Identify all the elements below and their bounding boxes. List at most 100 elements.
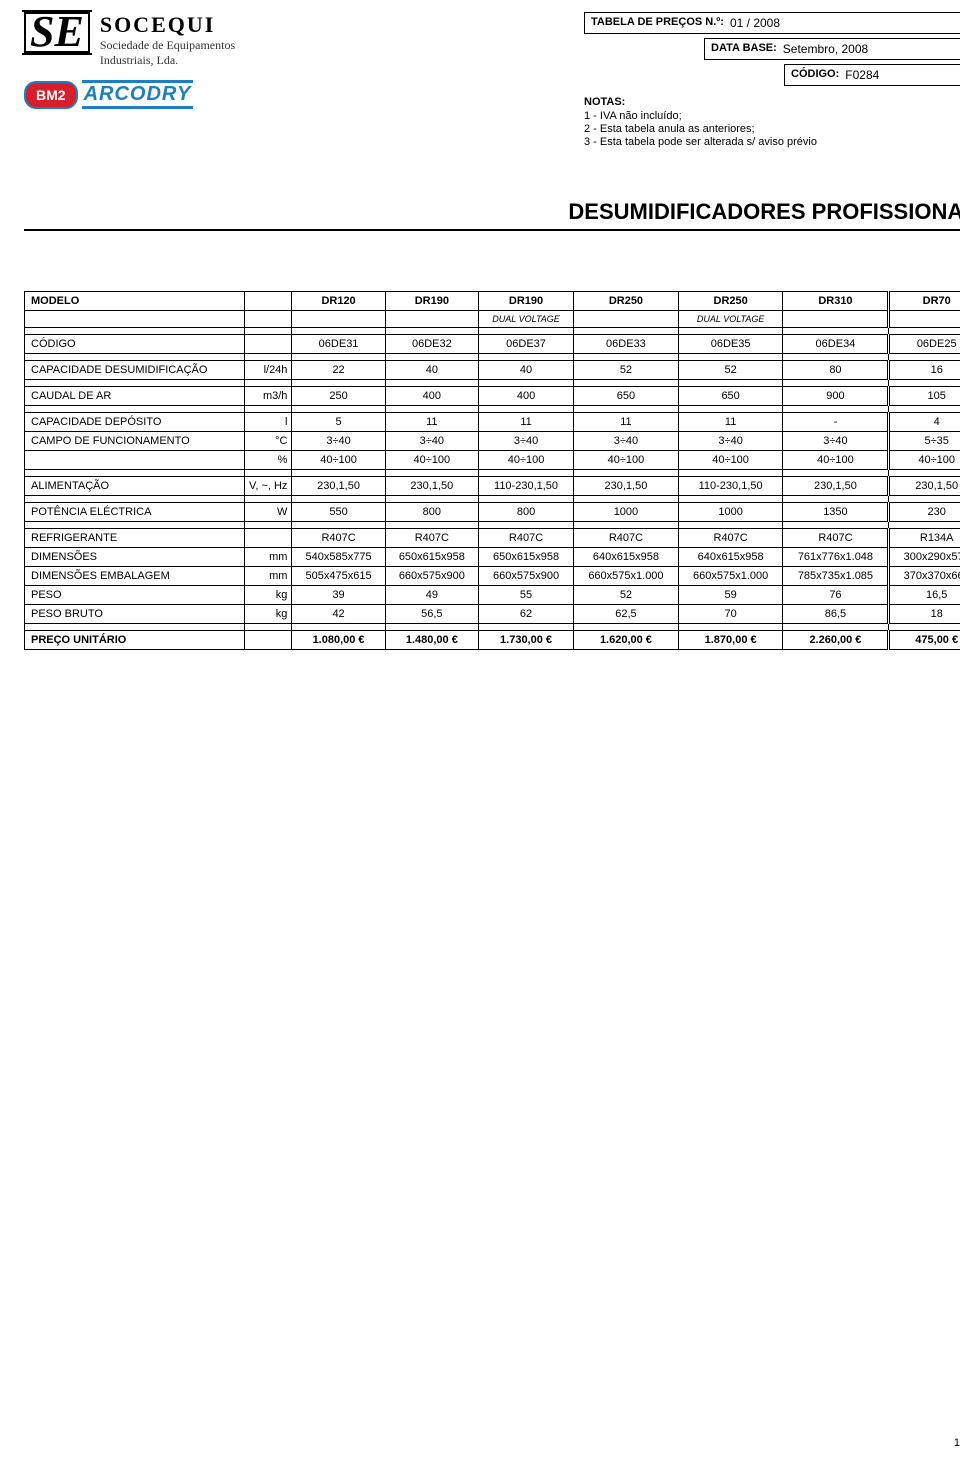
- data-cell: 475,00 €: [889, 631, 960, 650]
- data-cell: 62: [478, 605, 573, 624]
- data-cell: R407C: [385, 529, 478, 548]
- row-unit: [245, 311, 292, 328]
- data-cell: [783, 311, 889, 328]
- data-cell: 40: [478, 361, 573, 380]
- row-label: PESO BRUTO: [25, 605, 245, 624]
- data-cell: 550: [292, 503, 385, 522]
- table-row: CAPACIDADE DESUMIDIFICAÇÃOl/24h224040525…: [25, 361, 960, 380]
- table-row: PREÇO UNITÁRIO1.080,00 €1.480,00 €1.730,…: [25, 631, 960, 650]
- data-cell: 40÷100: [783, 451, 889, 470]
- data-cell: 540x585x775: [292, 548, 385, 567]
- data-cell: 40: [385, 361, 478, 380]
- page-number: 1: [954, 1437, 960, 1449]
- notes-list: 1 - IVA não incluído; 2 - Esta tabela an…: [584, 110, 960, 148]
- data-cell: 76: [783, 586, 889, 605]
- data-cell: -: [783, 413, 889, 432]
- data-cell: DUAL VOLTAGE: [478, 311, 573, 328]
- data-cell: 06DE31: [292, 335, 385, 354]
- data-cell: 370x370x660: [889, 567, 960, 586]
- data-cell: 5: [292, 413, 385, 432]
- section-separator: [25, 380, 960, 387]
- data-cell: [574, 311, 679, 328]
- data-cell: 650: [678, 387, 783, 406]
- data-cell: 49: [385, 586, 478, 605]
- row-label: DIMENSÕES EMBALAGEM: [25, 567, 245, 586]
- table-row: POTÊNCIA ELÉCTRICAW550800800100010001350…: [25, 503, 960, 522]
- row-unit: mm: [245, 567, 292, 586]
- data-cell: DR190: [478, 292, 573, 311]
- data-cell: 5÷35: [889, 432, 960, 451]
- data-cell: 300x290x570: [889, 548, 960, 567]
- arcodry-text: ARCODRY: [82, 80, 194, 109]
- table-row: %40÷10040÷10040÷10040÷10040÷10040÷10040÷…: [25, 451, 960, 470]
- data-cell: R407C: [574, 529, 679, 548]
- page-title: DESUMIDIFICADORES PROFISSIONAIS: [24, 199, 960, 231]
- data-cell: 800: [385, 503, 478, 522]
- note-item: 3 - Esta tabela pode ser alterada s/ avi…: [584, 136, 960, 148]
- data-cell: 1.870,00 €: [678, 631, 783, 650]
- data-cell: R407C: [292, 529, 385, 548]
- row-label: CAPACIDADE DEPÓSITO: [25, 413, 245, 432]
- data-cell: 40÷100: [574, 451, 679, 470]
- row-unit: W: [245, 503, 292, 522]
- data-cell: 660x575x1.000: [574, 567, 679, 586]
- data-cell: 52: [678, 361, 783, 380]
- data-cell: 40÷100: [292, 451, 385, 470]
- table-row: PESOkg39495552597616,5: [25, 586, 960, 605]
- tabela-box: TABELA DE PREÇOS N.º: 01 / 2008: [584, 12, 960, 34]
- row-unit: %: [245, 451, 292, 470]
- row-label: MODELO: [25, 292, 245, 311]
- row-label: REFRIGERANTE: [25, 529, 245, 548]
- table-row: PESO BRUTOkg4256,56262,57086,518: [25, 605, 960, 624]
- table-row: DIMENSÕESmm540x585x775650x615x958650x615…: [25, 548, 960, 567]
- data-cell: 22: [292, 361, 385, 380]
- row-unit: [245, 631, 292, 650]
- bm2-badge: BM2: [24, 81, 78, 109]
- data-cell: DUAL VOLTAGE: [678, 311, 783, 328]
- row-label: CAPACIDADE DESUMIDIFICAÇÃO: [25, 361, 245, 380]
- data-cell: 56,5: [385, 605, 478, 624]
- note-item: 2 - Esta tabela anula as anteriores;: [584, 123, 960, 135]
- row-label: [25, 451, 245, 470]
- row-unit: [245, 529, 292, 548]
- data-cell: 11: [385, 413, 478, 432]
- data-cell: 1.620,00 €: [574, 631, 679, 650]
- data-cell: 505x475x615: [292, 567, 385, 586]
- data-cell: 1000: [574, 503, 679, 522]
- notes-block: NOTAS: 1 - IVA não incluído; 2 - Esta ta…: [584, 96, 960, 148]
- tabela-label: TABELA DE PREÇOS N.º:: [591, 16, 724, 30]
- table-row: REFRIGERANTER407CR407CR407CR407CR407CR40…: [25, 529, 960, 548]
- row-unit: °C: [245, 432, 292, 451]
- row-label: ALIMENTAÇÃO: [25, 477, 245, 496]
- row-unit: [245, 335, 292, 354]
- data-cell: 3÷40: [574, 432, 679, 451]
- data-cell: 900: [783, 387, 889, 406]
- row-label: PREÇO UNITÁRIO: [25, 631, 245, 650]
- data-cell: 230: [889, 503, 960, 522]
- data-cell: DR120: [292, 292, 385, 311]
- data-cell: DR70: [889, 292, 960, 311]
- row-label: PESO: [25, 586, 245, 605]
- data-cell: 3÷40: [478, 432, 573, 451]
- data-cell: 650: [574, 387, 679, 406]
- data-cell: 250: [292, 387, 385, 406]
- data-cell: 3÷40: [385, 432, 478, 451]
- row-label: CAUDAL DE AR: [25, 387, 245, 406]
- row-unit: V, ~, Hz: [245, 477, 292, 496]
- database-label: DATA BASE:: [711, 42, 777, 56]
- row-unit: l: [245, 413, 292, 432]
- data-cell: 2.260,00 €: [783, 631, 889, 650]
- data-cell: [292, 311, 385, 328]
- row-label: [25, 311, 245, 328]
- data-cell: 52: [574, 586, 679, 605]
- spec-table: MODELODR120DR190DR190DR250DR250DR310DR70…: [24, 291, 960, 650]
- data-cell: 3÷40: [292, 432, 385, 451]
- data-cell: 06DE32: [385, 335, 478, 354]
- data-cell: 3÷40: [783, 432, 889, 451]
- data-cell: 40÷100: [385, 451, 478, 470]
- section-separator: [25, 522, 960, 529]
- company-subtitle-2: Industriais, Lda.: [100, 53, 235, 68]
- company-text: SOCEQUI Sociedade de Equipamentos Indust…: [100, 12, 235, 68]
- data-cell: 230,1,50: [385, 477, 478, 496]
- data-cell: 40÷100: [478, 451, 573, 470]
